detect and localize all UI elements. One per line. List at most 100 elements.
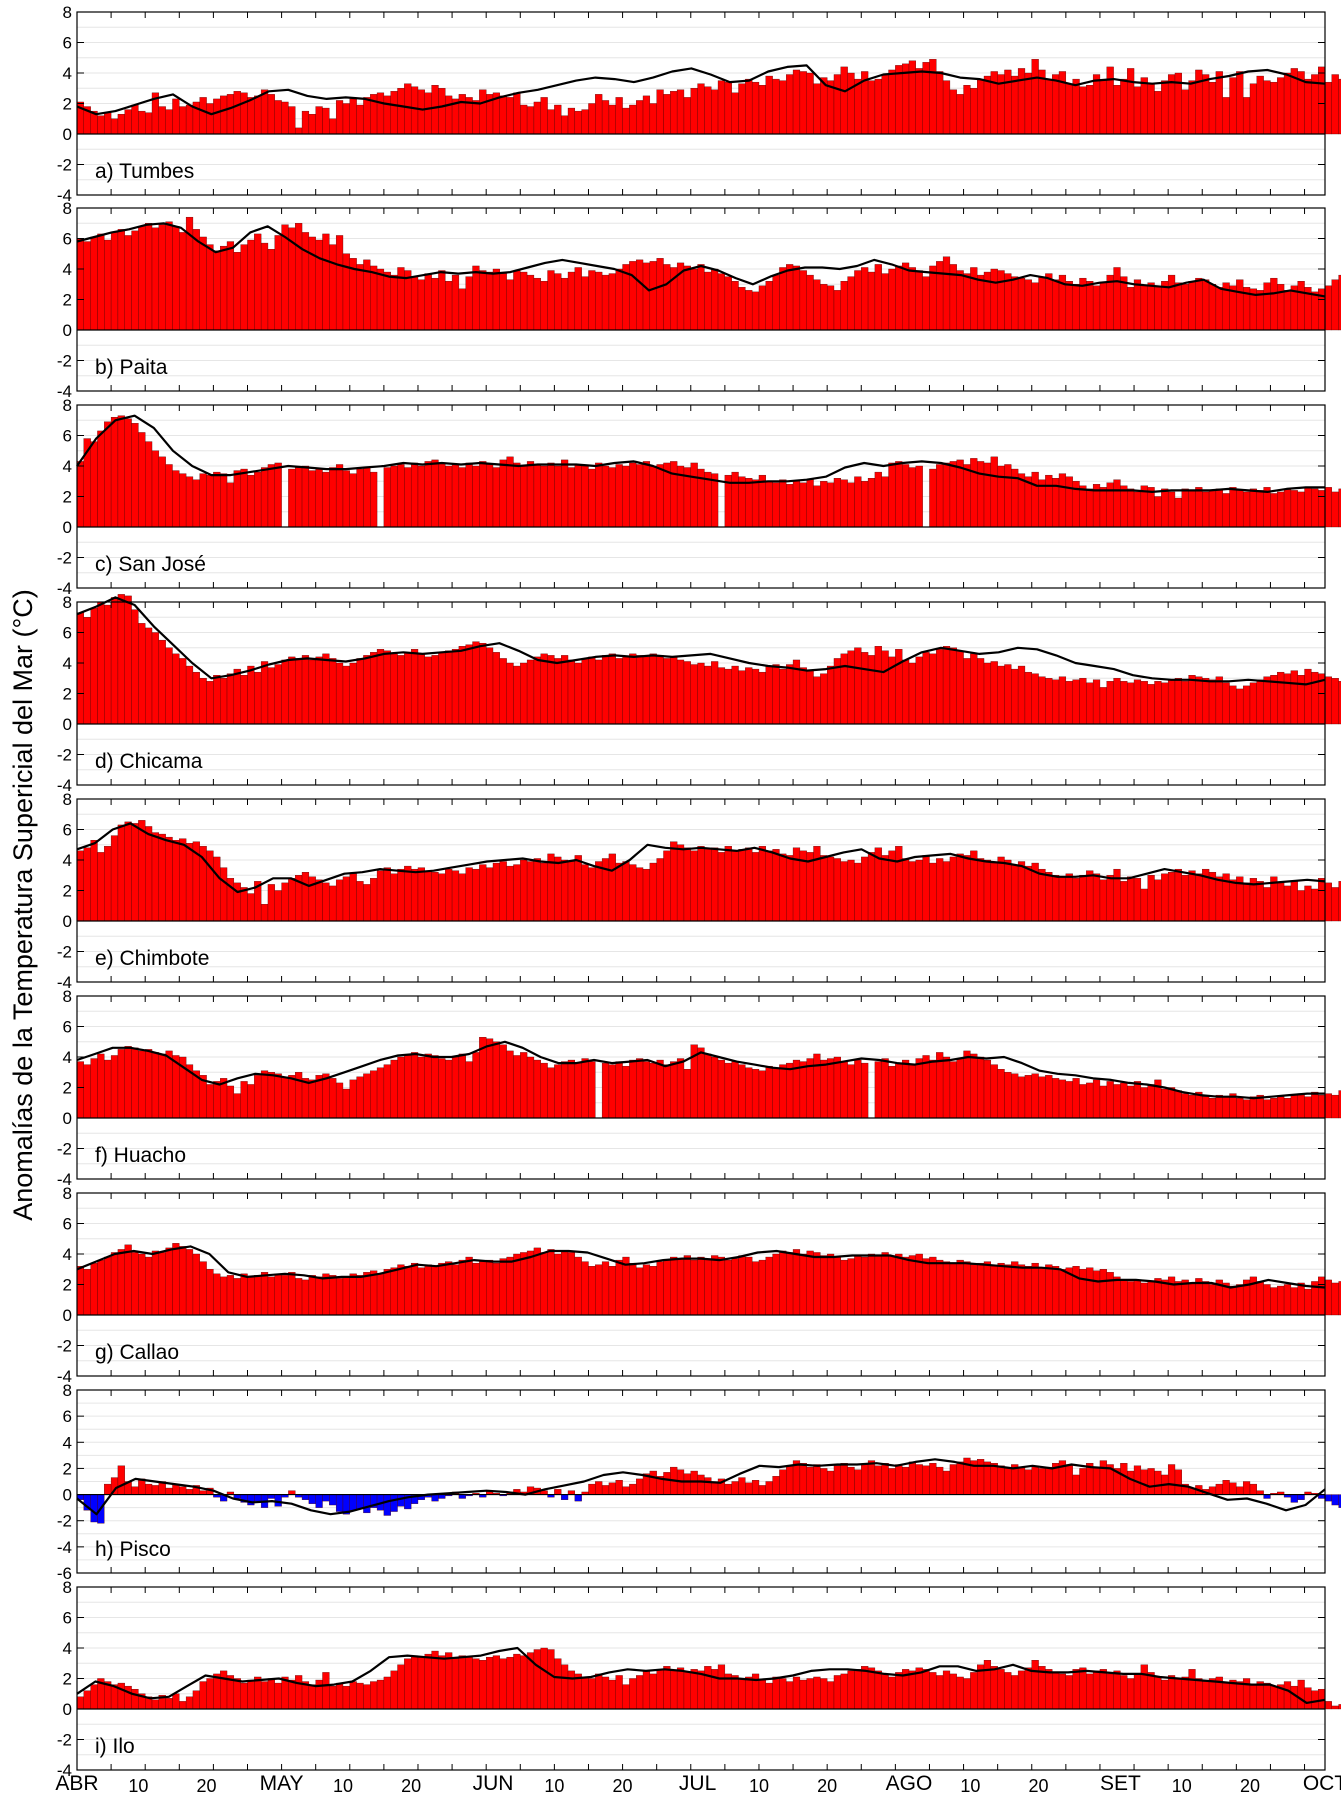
bar	[1086, 1673, 1094, 1710]
bar	[656, 1261, 664, 1316]
bar	[888, 69, 896, 135]
bar	[1086, 1082, 1094, 1119]
bar	[711, 89, 719, 135]
bar	[397, 868, 405, 922]
bar	[1045, 1466, 1053, 1495]
bar	[131, 230, 139, 331]
bar	[138, 432, 146, 528]
bar	[758, 1679, 766, 1710]
bar	[601, 465, 610, 528]
bar	[1161, 281, 1169, 331]
bar	[1031, 1262, 1039, 1316]
bar	[888, 1468, 896, 1495]
bar	[881, 273, 889, 331]
bar	[424, 92, 432, 135]
bar	[642, 95, 651, 135]
bar	[267, 94, 275, 135]
bar	[895, 461, 903, 528]
bar	[458, 288, 466, 331]
bar	[1249, 488, 1257, 528]
bar	[676, 89, 685, 135]
bar	[1024, 671, 1032, 725]
bar	[179, 106, 187, 135]
bar	[1167, 1087, 1176, 1119]
bar	[601, 655, 610, 725]
y-tick-label: 8	[63, 790, 72, 809]
bar	[547, 1067, 555, 1119]
bar	[1154, 287, 1162, 331]
bar	[1147, 487, 1155, 528]
bar	[1099, 687, 1107, 725]
bar	[547, 1649, 555, 1710]
bar	[1004, 859, 1012, 922]
bar	[83, 1269, 91, 1316]
bar	[874, 1061, 882, 1119]
bar	[649, 653, 657, 725]
bar	[922, 276, 930, 331]
bar	[1140, 77, 1148, 135]
bar	[1338, 1494, 1341, 1508]
bar	[335, 1682, 344, 1710]
bar	[240, 92, 248, 135]
bar	[629, 104, 637, 135]
bar	[1120, 276, 1128, 331]
bar	[438, 652, 446, 725]
bar	[608, 1266, 616, 1316]
bar	[908, 1255, 916, 1316]
y-tick-label: 0	[63, 1109, 72, 1128]
bar	[1072, 1669, 1080, 1710]
bar	[335, 1494, 344, 1512]
bar	[342, 1276, 350, 1316]
bar	[506, 662, 514, 725]
bar	[649, 465, 657, 528]
bar	[1072, 78, 1080, 135]
bar	[349, 1273, 357, 1316]
bar	[765, 1682, 773, 1710]
y-tick-label: 8	[63, 3, 72, 22]
bar	[329, 885, 337, 922]
bar	[847, 1064, 855, 1119]
bar	[145, 223, 153, 331]
bar	[376, 1067, 385, 1119]
bar	[1256, 679, 1264, 725]
bar	[431, 1494, 439, 1502]
bar	[1045, 872, 1053, 922]
bar	[199, 97, 207, 135]
bar	[704, 86, 712, 135]
bar	[581, 864, 589, 922]
bar	[813, 1053, 821, 1119]
bar	[779, 80, 787, 135]
bar	[656, 858, 664, 922]
bar	[329, 1275, 337, 1316]
bar	[840, 479, 848, 528]
bar	[799, 667, 807, 725]
bar	[1127, 682, 1135, 725]
bar	[486, 1038, 494, 1119]
bar	[867, 1460, 876, 1495]
bar	[1338, 488, 1341, 528]
bar	[1038, 868, 1046, 922]
y-tick-label: 8	[63, 1381, 72, 1400]
bar	[772, 1676, 780, 1710]
bar	[554, 856, 562, 922]
bar	[936, 858, 944, 922]
bar	[438, 270, 446, 331]
bar	[1086, 682, 1094, 725]
bar	[104, 1483, 112, 1495]
bar	[540, 653, 548, 725]
bar	[1120, 1463, 1128, 1495]
bar	[1113, 1084, 1121, 1119]
bar	[1011, 1675, 1019, 1710]
bar	[492, 1262, 500, 1316]
bar	[1120, 1082, 1128, 1119]
bar	[1161, 488, 1169, 528]
bar	[1113, 1276, 1121, 1316]
bar	[656, 258, 664, 331]
bar	[608, 853, 616, 922]
bar	[1215, 1094, 1223, 1119]
bar	[1086, 281, 1094, 331]
bar	[758, 85, 766, 135]
bar	[1331, 678, 1339, 725]
bar	[1106, 1673, 1114, 1710]
